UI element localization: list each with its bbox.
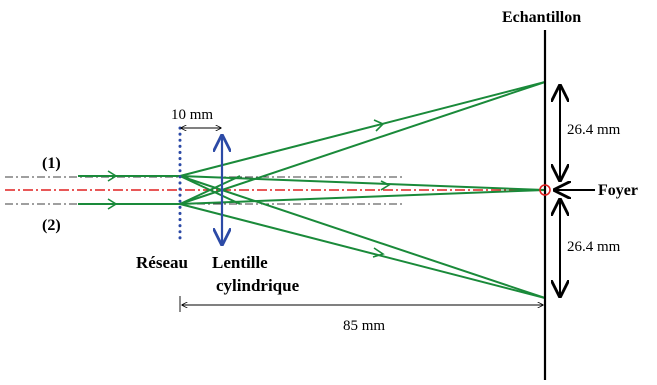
ray-up-2 xyxy=(179,81,546,205)
chevron-center xyxy=(380,180,391,191)
chevron-top xyxy=(373,119,385,132)
ray-center-1 xyxy=(179,175,546,191)
dim-top-label: 26.4 mm xyxy=(567,122,621,138)
lens-label-line2: cylindrique xyxy=(216,276,300,295)
focus-label: Foyer xyxy=(598,182,638,199)
ray-up-1 xyxy=(179,81,546,177)
chevron-bottom xyxy=(372,247,385,258)
chevron-beam1 xyxy=(107,170,118,182)
grating-label: Réseau xyxy=(136,253,188,272)
chevron-beam2 xyxy=(107,198,118,210)
beam2-label: (2) xyxy=(42,217,61,234)
beam1-label: (1) xyxy=(42,155,61,172)
focus-point xyxy=(539,184,551,196)
ray-direction-arrows xyxy=(107,119,391,258)
sample-label: Echantillon xyxy=(502,9,581,26)
ray-down-1 xyxy=(179,175,546,299)
dim-bottom-label: 26.4 mm xyxy=(567,239,621,255)
dim-85-label: 85 mm xyxy=(343,318,385,334)
ray-center-2 xyxy=(179,189,546,205)
lens-label-line1: Lentille xyxy=(212,253,268,272)
dim-10-label: 10 mm xyxy=(171,107,213,123)
ray-down-2 xyxy=(179,203,546,299)
